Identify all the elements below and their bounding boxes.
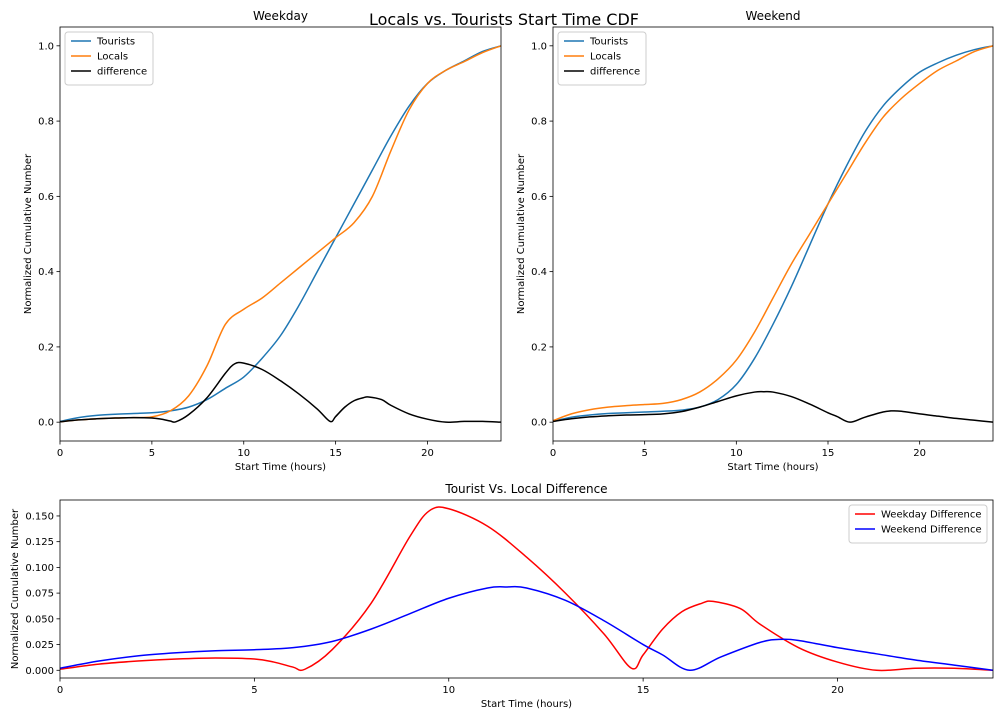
legend-label-difference-1: Weekend Difference bbox=[881, 525, 982, 536]
y-tick-label-difference: 0.025 bbox=[25, 640, 54, 651]
legend-label-weekend-2: difference bbox=[590, 67, 640, 78]
chart-weekday: 0 5 10 15 20 0.0 0.2 0.4 0.6 0.8 1.0 Weekday Start T… bbox=[23, 9, 502, 473]
series-line-weekend-0 bbox=[553, 45, 993, 423]
x-axis-label-weekday: Start Time (hours) bbox=[235, 462, 326, 473]
x-tick-label-weekday: 15 bbox=[329, 448, 342, 459]
x-tick-label-weekend: 20 bbox=[913, 448, 926, 459]
y-tick-label-weekend: 0.8 bbox=[531, 117, 547, 128]
x-tick-label-weekend: 0 bbox=[550, 448, 556, 459]
series-line-difference-1 bbox=[60, 585, 993, 672]
x-tick-label-weekend: 10 bbox=[730, 448, 743, 459]
legend-weekday: Tourists Locals difference bbox=[64, 31, 154, 86]
x-tick-label-difference: 20 bbox=[831, 685, 844, 696]
chart-difference: 0 5 10 15 20 0.000 0.025 0.050 0.075 0.100 0.125 0.… bbox=[10, 482, 994, 710]
x-axis-label-difference: Start Time (hours) bbox=[481, 699, 572, 710]
legend-difference: Weekday Difference Weekend Difference bbox=[848, 504, 988, 544]
y-tick-label-weekday: 1.0 bbox=[38, 41, 54, 52]
legend-weekend: Tourists Locals difference bbox=[557, 31, 647, 86]
series-line-weekday-0 bbox=[60, 45, 501, 423]
legend-label-weekend-0: Tourists bbox=[589, 37, 628, 48]
chart-title-weekend: Weekend bbox=[745, 9, 800, 23]
x-tick-label-weekday: 20 bbox=[421, 448, 434, 459]
y-tick-label-weekday: 0.6 bbox=[38, 192, 54, 203]
series-line-weekday-2 bbox=[60, 361, 501, 424]
y-tick-label-difference: 0.125 bbox=[25, 537, 54, 548]
y-tick-label-difference: 0.075 bbox=[25, 589, 54, 600]
y-tick-label-weekday: 0.2 bbox=[38, 342, 54, 353]
y-tick-label-weekday: 0.8 bbox=[38, 117, 54, 128]
x-tick-label-difference: 15 bbox=[637, 685, 650, 696]
legend-label-weekend-1: Locals bbox=[590, 52, 621, 63]
legend-box-difference bbox=[848, 504, 988, 544]
y-tick-label-weekend: 1.0 bbox=[531, 41, 547, 52]
y-tick-label-weekend: 0.0 bbox=[531, 418, 547, 429]
series-line-weekend-2 bbox=[553, 390, 993, 423]
x-tick-label-weekday: 5 bbox=[149, 448, 155, 459]
y-tick-label-weekday: 0.4 bbox=[38, 267, 54, 278]
series-line-difference-0 bbox=[60, 506, 993, 672]
axes-frame-weekend bbox=[552, 26, 994, 442]
y-tick-label-weekday: 0.0 bbox=[38, 418, 54, 429]
y-tick-label-difference: 0.050 bbox=[25, 614, 54, 625]
y-tick-label-difference: 0.150 bbox=[25, 511, 54, 522]
y-tick-label-difference: 0.100 bbox=[25, 563, 54, 574]
legend-label-weekday-1: Locals bbox=[97, 52, 128, 63]
y-axis-label-weekday: Normalized Cumulative Number bbox=[23, 153, 34, 314]
legend-label-weekday-0: Tourists bbox=[96, 37, 135, 48]
legend-label-weekday-2: difference bbox=[97, 67, 147, 78]
series-line-weekday-1 bbox=[60, 45, 501, 423]
y-tick-label-weekend: 0.4 bbox=[531, 267, 547, 278]
y-tick-label-difference: 0.000 bbox=[25, 666, 54, 677]
y-axis-label-difference: Normalized Cumulative Number bbox=[10, 508, 21, 669]
chart-title-difference: Tourist Vs. Local Difference bbox=[444, 482, 607, 496]
figure-suptitle: Locals vs. Tourists Start Time CDF bbox=[368, 10, 639, 29]
axes-frame-weekday bbox=[59, 26, 502, 442]
chart-weekend: 0 5 10 15 20 0.0 0.2 0.4 0.6 0.8 1.0 Weekend Start T… bbox=[516, 9, 994, 473]
x-tick-label-difference: 5 bbox=[251, 685, 257, 696]
x-tick-label-difference: 0 bbox=[57, 685, 63, 696]
x-tick-label-difference: 10 bbox=[442, 685, 455, 696]
axes-frame-difference bbox=[59, 499, 994, 679]
y-tick-label-weekend: 0.6 bbox=[531, 192, 547, 203]
y-axis-label-weekend: Normalized Cumulative Number bbox=[516, 153, 527, 314]
x-tick-label-weekday: 0 bbox=[57, 448, 63, 459]
x-tick-label-weekday: 10 bbox=[237, 448, 250, 459]
x-tick-label-weekend: 5 bbox=[641, 448, 647, 459]
y-tick-label-weekend: 0.2 bbox=[531, 342, 547, 353]
series-line-weekend-1 bbox=[553, 45, 993, 422]
x-tick-label-weekend: 15 bbox=[822, 448, 835, 459]
legend-label-difference-0: Weekday Difference bbox=[881, 510, 982, 521]
x-axis-label-weekend: Start Time (hours) bbox=[727, 462, 818, 473]
chart-title-weekday: Weekday bbox=[253, 9, 308, 23]
